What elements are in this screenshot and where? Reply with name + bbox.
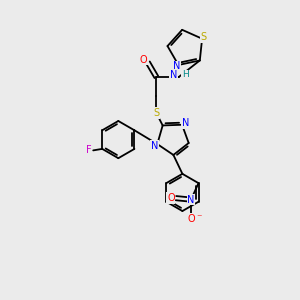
Text: S: S [200, 32, 207, 42]
Text: ⁻: ⁻ [196, 213, 202, 223]
Text: O: O [167, 193, 175, 203]
Text: O: O [140, 55, 147, 64]
Text: F: F [86, 146, 92, 155]
Text: N: N [182, 118, 189, 128]
Text: N: N [187, 195, 195, 205]
Text: H: H [182, 70, 189, 79]
Text: S: S [153, 108, 159, 118]
Text: N: N [170, 70, 177, 80]
Text: N: N [151, 141, 158, 151]
Text: O: O [187, 214, 195, 224]
Text: N: N [173, 61, 181, 71]
